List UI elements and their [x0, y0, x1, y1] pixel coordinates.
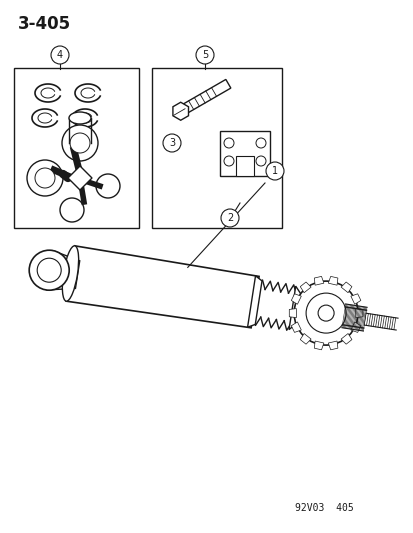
- Circle shape: [62, 125, 98, 161]
- Polygon shape: [289, 309, 296, 318]
- Polygon shape: [291, 322, 301, 333]
- Circle shape: [255, 138, 266, 148]
- Text: 4: 4: [57, 50, 63, 60]
- Polygon shape: [46, 251, 80, 290]
- Text: 3-405: 3-405: [18, 15, 71, 33]
- Polygon shape: [340, 282, 351, 293]
- Polygon shape: [288, 286, 301, 329]
- Circle shape: [51, 46, 69, 64]
- Polygon shape: [340, 334, 351, 344]
- Circle shape: [29, 250, 69, 290]
- Circle shape: [195, 46, 214, 64]
- Bar: [219, 131, 269, 175]
- Ellipse shape: [69, 112, 91, 124]
- Ellipse shape: [62, 246, 78, 301]
- Polygon shape: [68, 166, 92, 190]
- Bar: [152, 68, 281, 228]
- Text: 5: 5: [202, 50, 208, 60]
- Polygon shape: [247, 276, 261, 327]
- Polygon shape: [328, 277, 337, 285]
- Polygon shape: [350, 294, 360, 304]
- Circle shape: [223, 156, 233, 166]
- Polygon shape: [173, 102, 188, 120]
- Circle shape: [293, 281, 357, 345]
- Polygon shape: [350, 322, 360, 333]
- Circle shape: [255, 156, 266, 166]
- Circle shape: [37, 258, 61, 282]
- Polygon shape: [355, 309, 362, 318]
- Circle shape: [221, 209, 238, 227]
- Circle shape: [35, 168, 55, 188]
- Polygon shape: [66, 246, 259, 328]
- Circle shape: [163, 134, 180, 152]
- Bar: [14, 68, 139, 228]
- Polygon shape: [299, 334, 310, 344]
- Polygon shape: [313, 341, 323, 350]
- Circle shape: [266, 162, 283, 180]
- Bar: [235, 156, 254, 175]
- Circle shape: [305, 293, 345, 333]
- Text: 3: 3: [169, 138, 175, 148]
- Circle shape: [70, 133, 90, 153]
- Polygon shape: [328, 341, 337, 350]
- Polygon shape: [313, 277, 323, 285]
- Text: 1: 1: [271, 166, 278, 176]
- Polygon shape: [291, 294, 301, 304]
- Polygon shape: [317, 293, 328, 333]
- Text: 92V03  405: 92V03 405: [294, 503, 353, 513]
- Polygon shape: [178, 79, 230, 116]
- Circle shape: [96, 174, 120, 198]
- Polygon shape: [299, 282, 310, 293]
- Circle shape: [223, 138, 233, 148]
- Circle shape: [27, 160, 63, 196]
- Circle shape: [60, 198, 84, 222]
- Circle shape: [317, 305, 333, 321]
- Text: 2: 2: [226, 213, 233, 223]
